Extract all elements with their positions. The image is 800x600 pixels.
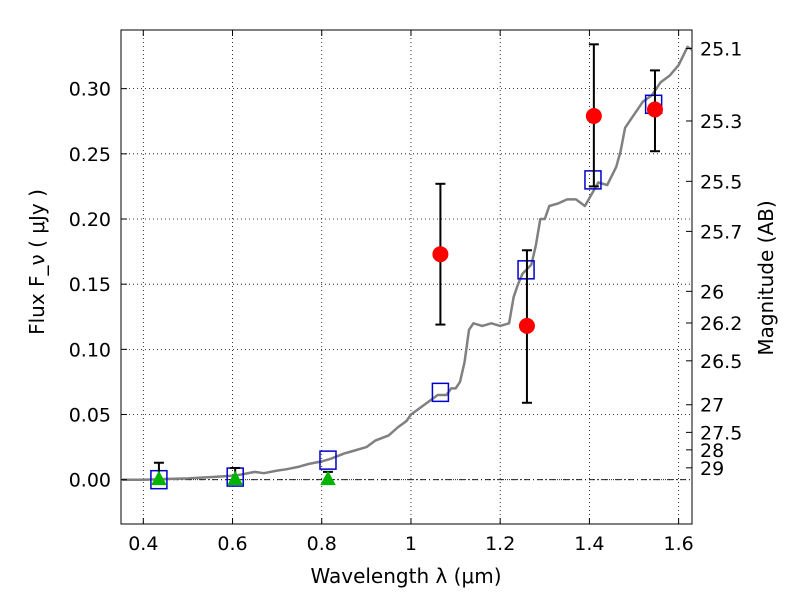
spectrum-line (121, 45, 693, 481)
detection-point (432, 246, 449, 263)
non-detection-triangle (320, 470, 336, 486)
series-layer (121, 43, 693, 490)
model-photometry-square (319, 450, 337, 470)
y-tick-label: 0.20 (69, 209, 111, 231)
x-tick-label: 0.6 (217, 533, 247, 555)
y-tick-label: 0.25 (69, 144, 111, 166)
y-tick-label: 0.15 (69, 274, 111, 296)
right-tick-label: 29 (700, 458, 724, 480)
x-tick-label: 1 (405, 533, 417, 555)
right-tick-label: 27.5 (700, 422, 742, 444)
right-tick-label: 26.2 (700, 313, 742, 335)
right-tick-label: 27 (700, 395, 724, 417)
y-tick-label: 0.05 (69, 405, 111, 427)
right-tick-label: 25.1 (700, 39, 742, 61)
right-tick-label: 25.3 (700, 111, 742, 133)
non-detection-triangle (151, 470, 167, 486)
right-tick-label: 26.5 (700, 351, 742, 373)
right-tick-label: 25.5 (700, 171, 742, 193)
x-tick-label: 0.8 (307, 533, 337, 555)
y-axis-label-right: Magnitude (AB) (754, 200, 778, 355)
axis-ticks: 0.4 0.6 0.8 1 1.2 1.4 1.6 0.00 0.05 0.10 0.15 0.20 0… (69, 30, 742, 555)
detection-point (646, 101, 663, 118)
x-tick-label: 1.4 (574, 533, 604, 555)
right-tick-label: 26 (700, 281, 724, 303)
right-tick-label: 28 (700, 440, 724, 462)
y-axis-label: Flux F_ν ( μJy ) (25, 189, 49, 335)
right-tick-label: 25.7 (700, 221, 742, 243)
model-photometry-square (431, 382, 450, 403)
y-tick-label: 0.30 (69, 79, 111, 101)
detection-point (585, 108, 602, 125)
x-tick-label: 0.4 (128, 533, 158, 555)
non-detection-triangle (227, 470, 244, 486)
x-tick-label: 1.2 (485, 533, 515, 555)
grid (121, 30, 692, 524)
plot-frame (120, 29, 693, 525)
y-tick-label: 0.00 (69, 470, 111, 492)
x-axis-label: Wavelength λ (μm) (310, 564, 501, 588)
x-tick-label: 1.6 (664, 533, 694, 555)
detection-point (518, 317, 535, 334)
y-tick-label: 0.10 (69, 339, 111, 361)
